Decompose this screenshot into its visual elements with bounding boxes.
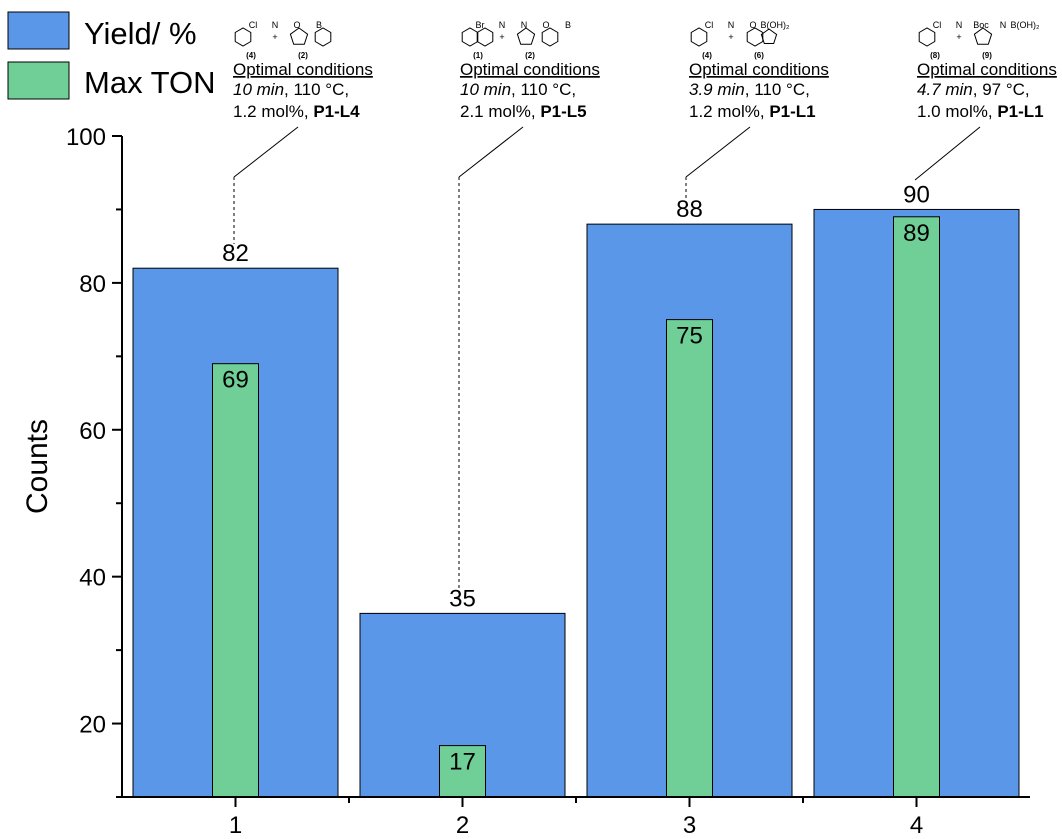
reactant-atom-label: Boc xyxy=(973,20,989,30)
y-tick-label: 40 xyxy=(79,565,106,592)
legend-swatch-yield xyxy=(7,11,70,50)
plus-sign: + xyxy=(956,32,961,42)
reactant-ring xyxy=(541,27,559,47)
reactant-number: (1) xyxy=(473,51,483,60)
reactant-atom-label: N xyxy=(499,20,506,30)
reactant-atom-label: N xyxy=(272,20,279,30)
reactant-ring xyxy=(461,27,479,47)
conditions-heading: Optimal conditions xyxy=(917,60,1057,79)
reactant-number: (6) xyxy=(754,51,764,60)
reactant-atom-label: B xyxy=(565,20,571,30)
conditions-loading-catalyst: 1.0 mol%, P1-L1 xyxy=(917,102,1044,121)
reactant-atom-label: Cl xyxy=(933,20,942,30)
reactant-ring xyxy=(690,27,708,47)
conditions-heading: Optimal conditions xyxy=(689,60,829,79)
yield-data-label: 88 xyxy=(676,196,703,223)
leader-line xyxy=(233,126,299,178)
reactant-ring xyxy=(973,27,993,45)
y-tick-label: 100 xyxy=(66,124,106,151)
y-tick-label: 60 xyxy=(79,418,106,445)
conditions-time-temp: 4.7 min, 97 °C, xyxy=(917,80,1030,99)
bars xyxy=(132,208,1020,798)
reactant-structures: + Cl N O B (4) (2) xyxy=(234,20,332,60)
reactant-atom-label: N xyxy=(728,20,735,30)
y-axis-title: Counts xyxy=(21,419,54,514)
reactant-atom-label: B(OH)₂ xyxy=(761,20,790,30)
reactant-ring xyxy=(314,27,332,47)
ton-bar xyxy=(439,745,486,798)
legend: Yield/ % Max TON xyxy=(7,11,216,100)
x-tick-label: 4 xyxy=(910,812,923,839)
reactant-atom-label: Cl xyxy=(249,20,258,30)
reactant-atom-label: Cl xyxy=(705,20,714,30)
leader-line xyxy=(685,126,751,178)
axes: 20 40 60 80 100 1 2 3 4 Counts xyxy=(21,124,1030,839)
reactant-atom-label: N xyxy=(1000,20,1007,30)
annotation-4: + Cl N Boc N B(OH)₂ (8) (9)Optimal conditions4.… xyxy=(914,20,1057,181)
conditions-time-temp: 10 min, 110 °C, xyxy=(233,80,349,99)
leader-line xyxy=(458,126,524,178)
reactant-ring xyxy=(760,28,778,44)
reactant-structures: + Cl N Boc N B(OH)₂ (8) (9) xyxy=(918,20,1040,60)
reactant-atom-label: N xyxy=(521,20,528,30)
reactant-ring xyxy=(289,27,309,45)
x-tick-label: 2 xyxy=(456,812,469,839)
conditions-loading-catalyst: 1.2 mol%, P1-L1 xyxy=(689,102,816,121)
reactant-structures: + Cl N O B(OH)₂ (4) (6) xyxy=(690,20,790,60)
legend-label-yield: Yield/ % xyxy=(84,16,197,51)
reactant-number: (4) xyxy=(702,51,712,60)
ton-bar xyxy=(893,216,940,798)
reactant-number: (2) xyxy=(525,51,535,60)
x-tick-label: 3 xyxy=(683,812,696,839)
conditions-loading-catalyst: 1.2 mol%, P1-L4 xyxy=(233,102,360,121)
plus-sign: + xyxy=(728,32,733,42)
reactant-atom-label: N xyxy=(956,20,963,30)
reactant-structures: + Br N N O B (1) (2) xyxy=(461,20,571,60)
reactant-number: (4) xyxy=(246,51,256,60)
y-tick-label: 20 xyxy=(79,712,106,739)
conditions-time-temp: 10 min, 110 °C, xyxy=(460,80,576,99)
reactant-atom-label: O xyxy=(542,20,549,30)
yield-data-label: 90 xyxy=(903,181,930,208)
reactant-atom-label: B xyxy=(316,20,322,30)
ton-data-label: 89 xyxy=(903,220,930,247)
ton-bar xyxy=(212,363,259,798)
yield-data-label: 35 xyxy=(449,585,476,612)
plus-sign: + xyxy=(272,32,277,42)
ton-data-label: 17 xyxy=(449,749,476,776)
reactant-atom-label: O xyxy=(749,20,756,30)
conditions-heading: Optimal conditions xyxy=(460,60,600,79)
reactant-number: (8) xyxy=(930,51,940,60)
conditions-heading: Optimal conditions xyxy=(233,60,373,79)
ton-data-label: 69 xyxy=(222,367,249,394)
yield-data-label: 82 xyxy=(222,240,249,267)
y-tick-label: 80 xyxy=(79,271,106,298)
reactant-ring xyxy=(476,27,494,47)
reactant-atom-label: O xyxy=(293,20,300,30)
reactant-ring xyxy=(918,27,936,47)
reactant-number: (9) xyxy=(982,51,992,60)
x-tick-label: 1 xyxy=(229,812,242,839)
data-labels: 82 69 35 17 88 75 90 89 xyxy=(222,181,930,775)
reactant-atom-label: Br xyxy=(476,20,485,30)
ton-data-label: 75 xyxy=(676,323,703,350)
conditions-time-temp: 3.9 min, 110 °C, xyxy=(689,80,810,99)
reactant-ring xyxy=(234,27,252,47)
reactant-ring xyxy=(746,27,764,47)
reactant-number: (2) xyxy=(298,51,308,60)
ton-bar xyxy=(666,319,713,798)
plus-sign: + xyxy=(499,32,504,42)
reactant-atom-label: B(OH)₂ xyxy=(1011,20,1040,30)
leader-line xyxy=(914,126,981,181)
legend-swatch-ton xyxy=(7,61,70,100)
legend-label-ton: Max TON xyxy=(84,65,216,100)
reactant-ring xyxy=(516,27,536,45)
conditions-loading-catalyst: 2.1 mol%, P1-L5 xyxy=(460,102,587,121)
